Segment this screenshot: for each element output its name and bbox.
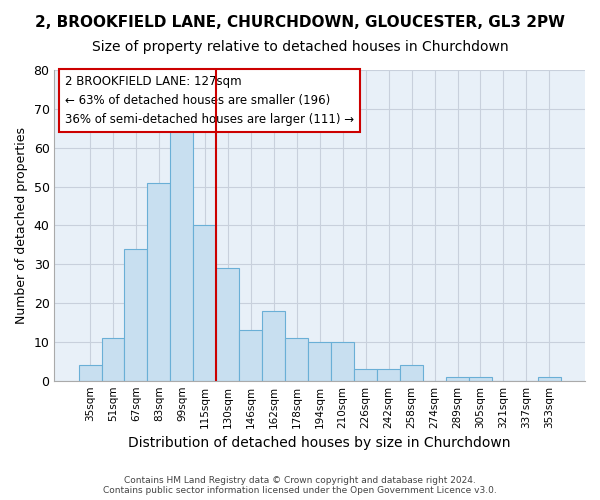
Bar [148, 182, 170, 380]
Bar [101, 338, 124, 380]
Bar [538, 377, 561, 380]
Bar [331, 342, 354, 380]
Text: 2 BROOKFIELD LANE: 127sqm
← 63% of detached houses are smaller (196)
36% of semi: 2 BROOKFIELD LANE: 127sqm ← 63% of detac… [65, 74, 354, 126]
Bar [262, 311, 285, 380]
Bar [377, 369, 400, 380]
Text: Contains HM Land Registry data © Crown copyright and database right 2024.
Contai: Contains HM Land Registry data © Crown c… [103, 476, 497, 495]
Bar [285, 338, 308, 380]
Bar [469, 377, 492, 380]
Bar [79, 365, 101, 380]
Bar [446, 377, 469, 380]
Bar [400, 365, 423, 380]
Bar [239, 330, 262, 380]
Bar [354, 369, 377, 380]
Text: 2, BROOKFIELD LANE, CHURCHDOWN, GLOUCESTER, GL3 2PW: 2, BROOKFIELD LANE, CHURCHDOWN, GLOUCEST… [35, 15, 565, 30]
Bar [124, 248, 148, 380]
Bar [193, 226, 217, 380]
Text: Size of property relative to detached houses in Churchdown: Size of property relative to detached ho… [92, 40, 508, 54]
Bar [217, 268, 239, 380]
Bar [308, 342, 331, 380]
Y-axis label: Number of detached properties: Number of detached properties [15, 127, 28, 324]
X-axis label: Distribution of detached houses by size in Churchdown: Distribution of detached houses by size … [128, 436, 511, 450]
Bar [170, 124, 193, 380]
